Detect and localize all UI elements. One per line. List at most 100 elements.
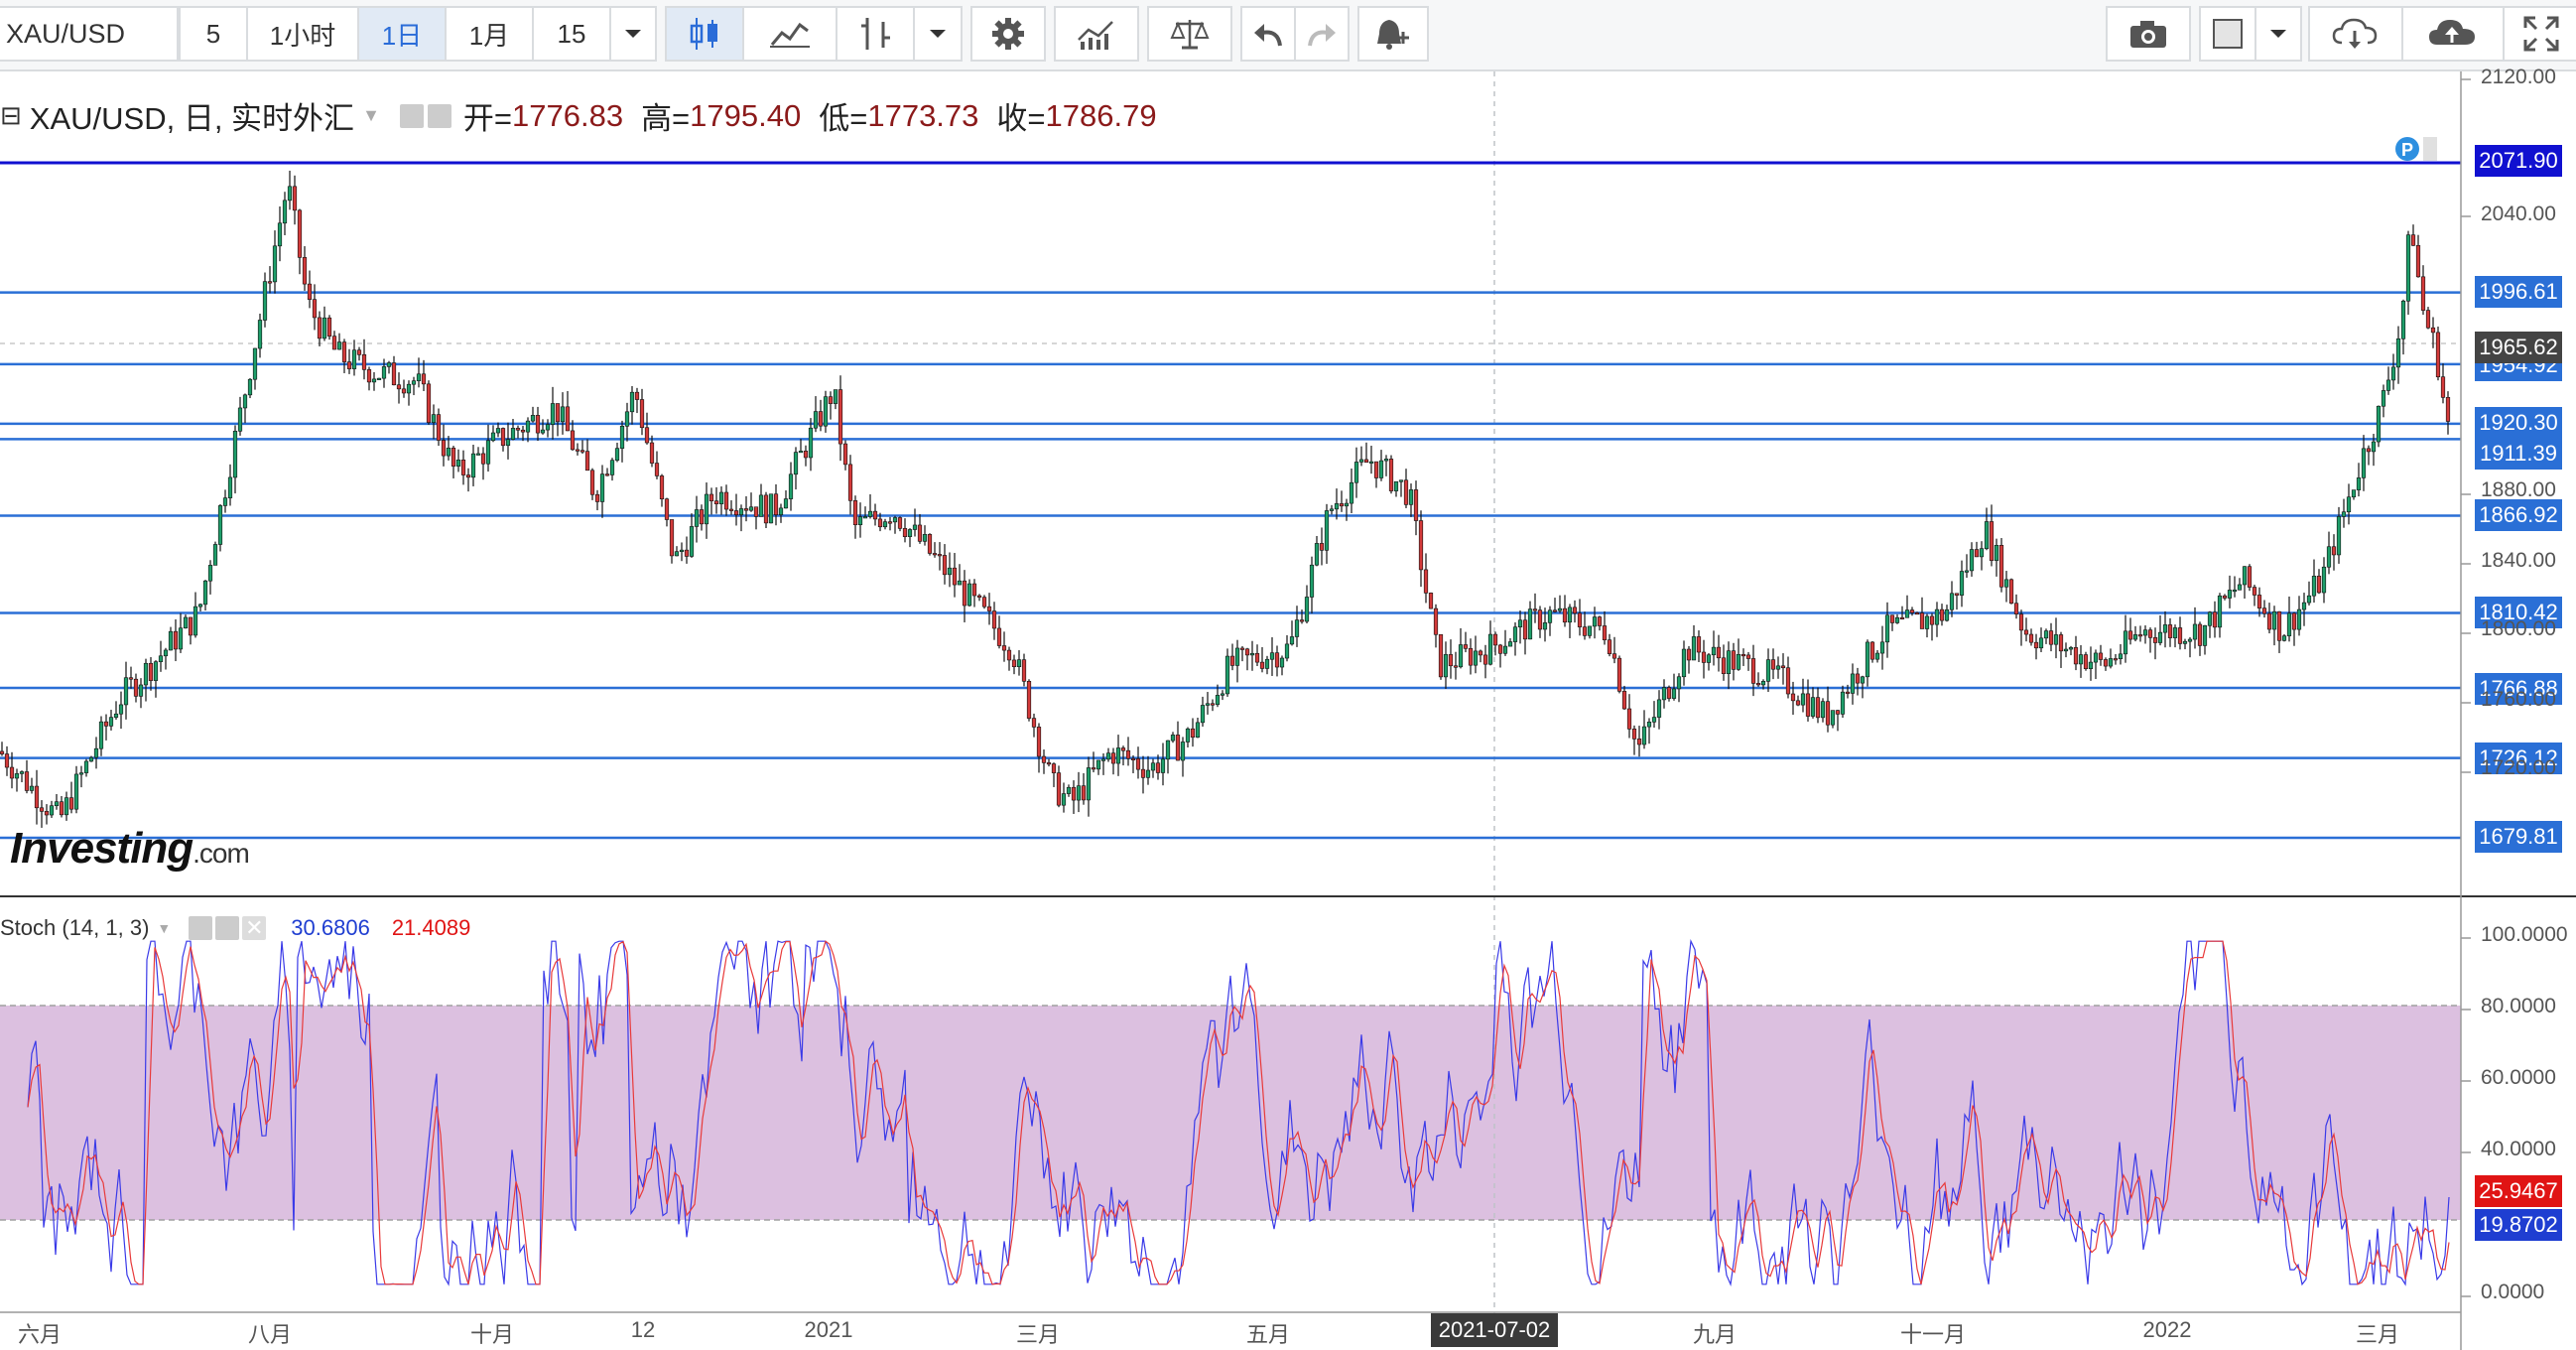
candle-body: [927, 534, 933, 554]
fullscreen-button[interactable]: [2503, 6, 2576, 62]
time-tick: 三月: [2355, 1322, 2400, 1347]
candle-body: [932, 553, 938, 556]
candle-body: [1889, 614, 1895, 623]
candle-body: [2306, 595, 2312, 604]
legend-settings-icon[interactable]: [427, 103, 451, 128]
investing-logo: Investing.com: [10, 824, 250, 874]
load-chart-button[interactable]: [2308, 6, 2403, 62]
candle-body: [664, 498, 670, 520]
candle-body: [525, 420, 531, 433]
candle-body: [798, 451, 804, 454]
candle-body: [788, 473, 794, 499]
candle-body: [2281, 635, 2287, 641]
candle-body: [2202, 624, 2208, 646]
interval-select[interactable]: 15: [532, 6, 611, 62]
candle-body: [1855, 673, 1861, 684]
candle-body: [842, 443, 848, 466]
candle-body: [2286, 612, 2292, 636]
settings-button[interactable]: [970, 6, 1046, 62]
candle-body: [793, 452, 799, 475]
level-price-label: 1866.92: [2475, 499, 2562, 531]
candlestick-chart-button[interactable]: [665, 6, 744, 62]
candle-body: [917, 524, 923, 542]
candlesticks: [0, 170, 2451, 828]
candle-body: [1259, 661, 1265, 669]
candle-body: [584, 451, 590, 472]
candle-body: [882, 521, 888, 528]
chevron-down-icon[interactable]: ▼: [157, 920, 172, 936]
color-dropdown-button[interactable]: [2254, 6, 2302, 62]
level-price-label: 1911.39: [2475, 438, 2562, 470]
candle-body: [2415, 245, 2421, 278]
candle-body: [872, 510, 878, 520]
logo-brand-text: Investing: [10, 824, 193, 873]
candle-body: [500, 428, 506, 447]
candle-body: [996, 627, 1002, 646]
candle-body: [689, 526, 695, 557]
stoch-visibility-icon[interactable]: [189, 916, 213, 940]
alert-button[interactable]: [1357, 6, 1429, 62]
interval-1mo-button[interactable]: 1月: [445, 6, 534, 62]
indicators-icon: [1078, 21, 1113, 50]
candle-body: [1185, 728, 1191, 742]
interval-1h-button[interactable]: 1小时: [246, 6, 359, 62]
candle-body: [1949, 593, 1955, 610]
candle-body: [222, 497, 228, 506]
save-chart-button[interactable]: [2401, 6, 2505, 62]
redo-icon: [1308, 24, 1336, 47]
candle-body: [2395, 338, 2401, 368]
candle-body: [2227, 590, 2233, 599]
stoch-close-icon[interactable]: ✕: [242, 916, 267, 940]
cloud-upload-icon: [2429, 20, 2475, 45]
redo-button[interactable]: [1294, 6, 1350, 62]
color-picker-button[interactable]: [2199, 6, 2256, 62]
candle-body: [1086, 767, 1092, 801]
price-chart[interactable]: P: [0, 71, 2576, 1350]
candle-body: [307, 283, 313, 300]
interval-1d-button[interactable]: 1日: [357, 6, 447, 62]
compare-button[interactable]: [1147, 6, 1232, 62]
candle-body: [1994, 545, 1999, 561]
candle-body: [2073, 647, 2079, 665]
bar-chart-button[interactable]: [836, 6, 915, 62]
screenshot-button[interactable]: [2106, 6, 2191, 62]
candle-body: [1363, 459, 1369, 464]
candle-body: [699, 509, 705, 525]
stoch-settings-icon[interactable]: [215, 916, 240, 940]
candle-body: [669, 519, 675, 557]
candle-body: [1522, 619, 1528, 640]
undo-button[interactable]: [1240, 6, 1296, 62]
candle-body: [530, 415, 536, 422]
indicators-button[interactable]: [1054, 6, 1139, 62]
candle-body: [1224, 655, 1230, 695]
candle-body: [247, 378, 253, 396]
candle-body: [2192, 623, 2198, 640]
price-tick: 1800.00: [2481, 617, 2556, 640]
candle-body: [1850, 673, 1856, 694]
candle-body: [1120, 747, 1126, 751]
candle-body: [2341, 511, 2347, 517]
candle-body: [1100, 758, 1106, 761]
candle-body: [78, 772, 84, 775]
candle-body: [1924, 615, 1930, 629]
symbol-search-input[interactable]: XAU/USD: [0, 6, 179, 62]
interval-dropdown-button[interactable]: [609, 6, 657, 62]
candle-body: [242, 394, 248, 409]
candle-body: [1368, 461, 1374, 464]
interval-5-button[interactable]: 5: [179, 6, 248, 62]
candle-body: [1115, 747, 1121, 764]
candle-body: [1959, 571, 1965, 596]
p-marker-icon[interactable]: [2395, 137, 2419, 161]
chart-type-dropdown-button[interactable]: [913, 6, 963, 62]
candle-body: [1001, 645, 1007, 651]
collapse-icon[interactable]: ⊟: [0, 100, 22, 130]
candle-body: [376, 377, 382, 380]
candle-body: [2212, 611, 2218, 628]
line-chart-button[interactable]: [742, 6, 837, 62]
candle-body: [1463, 644, 1469, 649]
visibility-eye-icon[interactable]: [399, 103, 424, 128]
candle-body: [981, 597, 987, 608]
candle-body: [2390, 366, 2396, 381]
candle-body: [2232, 589, 2238, 593]
chevron-down-icon[interactable]: ▼: [362, 105, 380, 125]
